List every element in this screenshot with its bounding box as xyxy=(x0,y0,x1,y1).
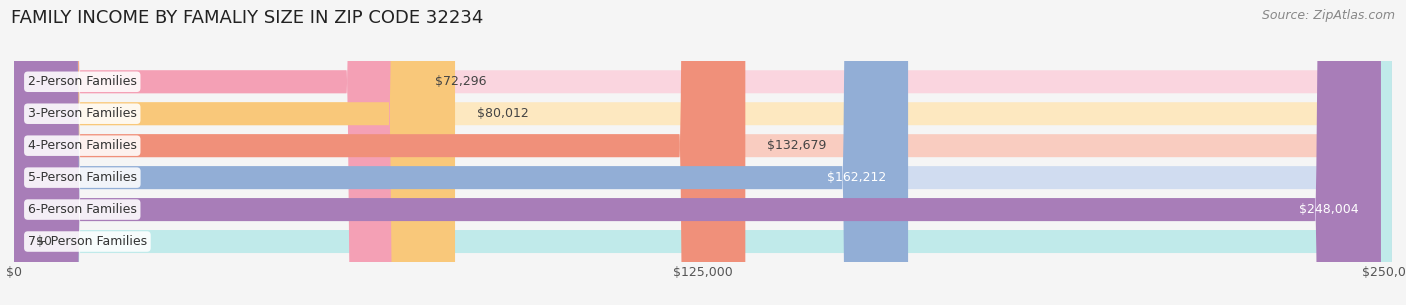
Text: $132,679: $132,679 xyxy=(768,139,827,152)
Text: $0: $0 xyxy=(37,235,52,248)
FancyBboxPatch shape xyxy=(14,0,1392,305)
Text: $80,012: $80,012 xyxy=(477,107,529,120)
FancyBboxPatch shape xyxy=(14,0,1392,305)
Text: $248,004: $248,004 xyxy=(1299,203,1358,216)
FancyBboxPatch shape xyxy=(14,0,1392,305)
FancyBboxPatch shape xyxy=(14,0,412,305)
FancyBboxPatch shape xyxy=(14,0,1381,305)
Text: 6-Person Families: 6-Person Families xyxy=(28,203,136,216)
FancyBboxPatch shape xyxy=(14,0,745,305)
Text: Source: ZipAtlas.com: Source: ZipAtlas.com xyxy=(1261,9,1395,22)
Text: 4-Person Families: 4-Person Families xyxy=(28,139,136,152)
FancyBboxPatch shape xyxy=(14,0,1392,305)
Text: 2-Person Families: 2-Person Families xyxy=(28,75,136,88)
Text: 5-Person Families: 5-Person Families xyxy=(28,171,136,184)
FancyBboxPatch shape xyxy=(14,0,456,305)
Text: 7+ Person Families: 7+ Person Families xyxy=(28,235,148,248)
Text: FAMILY INCOME BY FAMALIY SIZE IN ZIP CODE 32234: FAMILY INCOME BY FAMALIY SIZE IN ZIP COD… xyxy=(11,9,484,27)
Text: $72,296: $72,296 xyxy=(434,75,486,88)
FancyBboxPatch shape xyxy=(14,0,908,305)
FancyBboxPatch shape xyxy=(14,0,1392,305)
Text: 3-Person Families: 3-Person Families xyxy=(28,107,136,120)
FancyBboxPatch shape xyxy=(14,0,1392,305)
Text: $162,212: $162,212 xyxy=(827,171,886,184)
